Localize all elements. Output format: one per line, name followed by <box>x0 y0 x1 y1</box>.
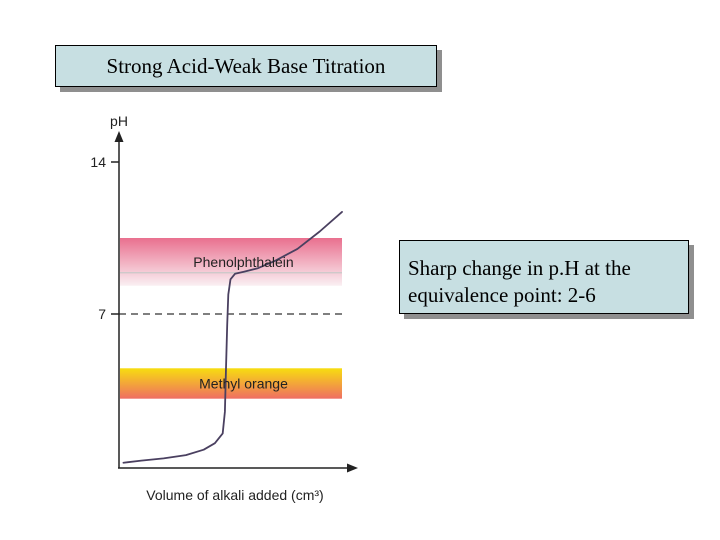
y-axis-label: pH <box>110 113 128 129</box>
y-tick-label-1: 14 <box>90 154 106 170</box>
annotation-box: Sharp change in p.H at the equivalence p… <box>399 240 689 314</box>
y-tick-label-0: 7 <box>98 306 106 322</box>
indicator-band-label-0: Phenolphthalein <box>193 254 293 270</box>
x-axis-arrow <box>347 463 358 473</box>
annotation-text: Sharp change in p.H at the equivalence p… <box>408 256 631 307</box>
slide-title-box: Strong Acid-Weak Base Titration <box>55 45 437 87</box>
series-line-0 <box>122 211 343 464</box>
indicator-band-1 <box>120 368 342 399</box>
y-axis-arrow <box>114 131 124 142</box>
slide-title: Strong Acid-Weak Base Titration <box>106 53 386 78</box>
indicator-band-label-1: Methyl orange <box>199 375 288 391</box>
x-axis-label: Volume of alkali added (cm³) <box>146 487 323 503</box>
